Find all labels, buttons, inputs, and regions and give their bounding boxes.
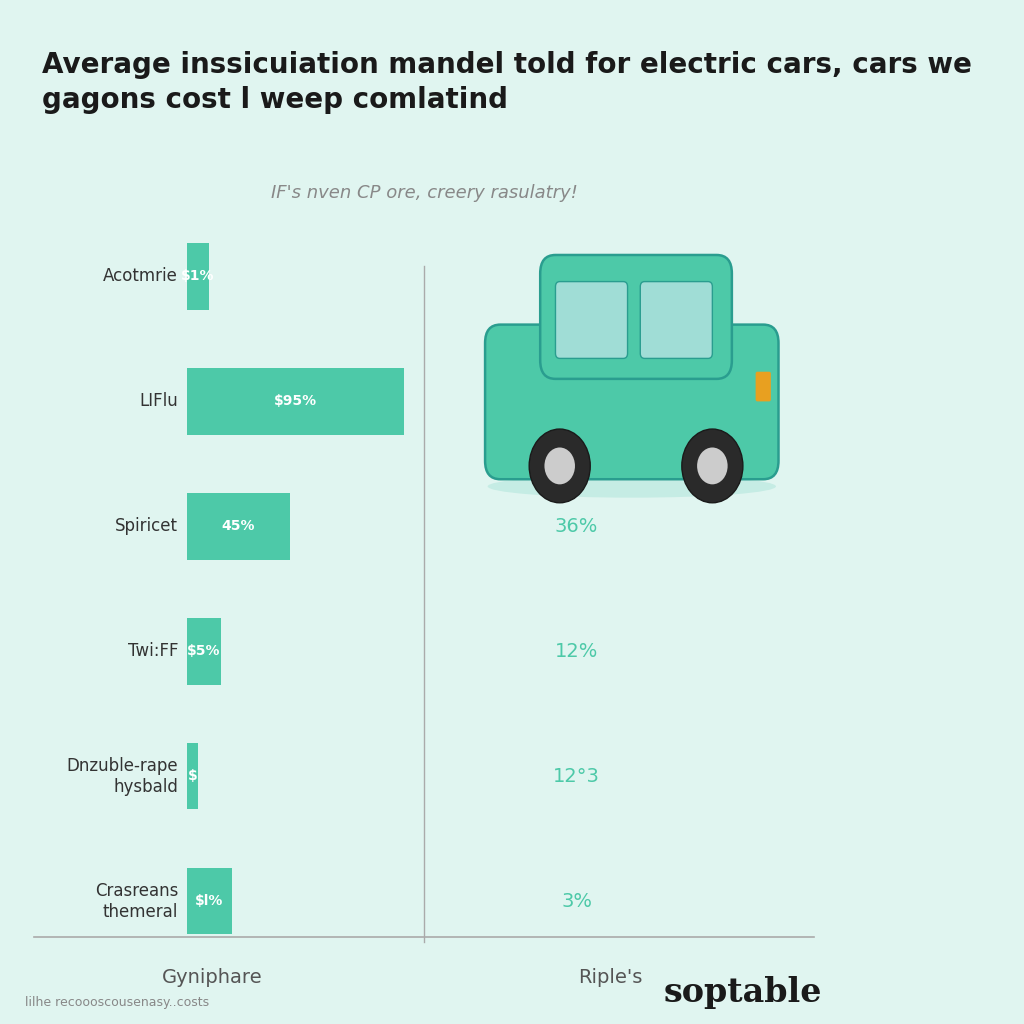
Text: 36%: 36% <box>555 517 598 536</box>
Text: Average inssicuiation mandel told for electric cars, cars we
gagons cost l weep : Average inssicuiation mandel told for el… <box>42 51 972 114</box>
FancyBboxPatch shape <box>186 244 210 309</box>
FancyBboxPatch shape <box>485 325 778 479</box>
Text: LIFlu: LIFlu <box>139 392 178 411</box>
Text: 12%: 12% <box>555 642 598 660</box>
Text: Dnzuble-rape
hysbald: Dnzuble-rape hysbald <box>67 757 178 796</box>
Text: 45%: 45% <box>221 519 255 534</box>
FancyBboxPatch shape <box>186 494 290 559</box>
Text: $95%: $95% <box>273 394 316 409</box>
FancyBboxPatch shape <box>640 282 713 358</box>
Text: Crasreans
themeral: Crasreans themeral <box>94 882 178 921</box>
Text: IF's nven CP ore, creery rasulatry!: IF's nven CP ore, creery rasulatry! <box>270 184 578 203</box>
Text: Twi:FF: Twi:FF <box>128 642 178 660</box>
Ellipse shape <box>487 475 776 498</box>
FancyBboxPatch shape <box>555 282 628 358</box>
Text: $5%: $5% <box>187 644 220 658</box>
FancyBboxPatch shape <box>186 617 221 684</box>
Text: $: $ <box>187 769 198 783</box>
FancyBboxPatch shape <box>186 743 198 809</box>
Text: soptable: soptable <box>665 976 822 1009</box>
FancyBboxPatch shape <box>541 255 732 379</box>
Text: lilhe recoooscousenasy..costs: lilhe recoooscousenasy..costs <box>26 995 210 1009</box>
Text: Riple's: Riple's <box>579 968 643 987</box>
FancyBboxPatch shape <box>186 868 232 934</box>
Text: 60%: 60% <box>555 392 598 411</box>
Circle shape <box>697 447 728 484</box>
FancyBboxPatch shape <box>756 372 771 401</box>
Text: 12°3: 12°3 <box>553 767 600 785</box>
Text: Acotmrie: Acotmrie <box>103 267 178 286</box>
Text: 3%: 3% <box>561 892 592 910</box>
Circle shape <box>682 429 742 503</box>
Circle shape <box>545 447 574 484</box>
Text: Gyniphare: Gyniphare <box>162 968 262 987</box>
Text: Spiricet: Spiricet <box>115 517 178 536</box>
Text: $1%: $1% <box>181 269 215 284</box>
FancyBboxPatch shape <box>186 368 404 434</box>
Circle shape <box>529 429 590 503</box>
Text: $l%: $l% <box>196 894 223 908</box>
